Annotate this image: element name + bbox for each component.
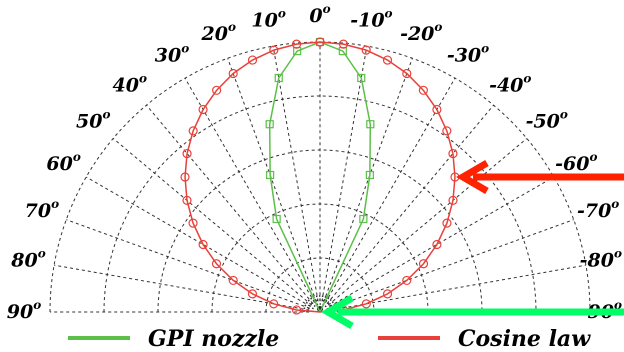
- grid-spoke: [66, 219, 311, 309]
- series-point: [442, 218, 452, 228]
- series-point: [432, 104, 442, 115]
- grid-spoke: [324, 77, 456, 303]
- angle-tick-label: -80o: [580, 247, 622, 272]
- series-point: [182, 148, 192, 159]
- center-ring: [307, 299, 333, 313]
- series-point: [402, 275, 412, 286]
- series-point: [182, 195, 192, 206]
- angle-tick-label: -10o: [350, 6, 392, 31]
- angle-tick-label: 90o: [7, 298, 41, 323]
- series-point: [291, 39, 302, 49]
- angle-tick-label: 20o: [201, 20, 236, 45]
- series-point: [188, 218, 198, 228]
- grid-spoke: [54, 264, 310, 311]
- series-point: [228, 68, 238, 79]
- grid-spoke: [329, 176, 555, 308]
- series-point: [359, 214, 368, 224]
- center-ring: [303, 295, 337, 313]
- grid-spoke: [112, 138, 313, 306]
- angle-tick-label: 50o: [76, 108, 110, 133]
- annotation-arrow-head: [321, 294, 354, 330]
- series-point: [274, 73, 283, 83]
- series-point: [266, 170, 275, 180]
- grid-spoke: [184, 77, 316, 303]
- grid-ring: [103, 95, 537, 313]
- series-point: [272, 214, 281, 224]
- grid-spoke: [321, 46, 368, 302]
- series-point: [361, 299, 371, 309]
- series-point: [442, 126, 452, 136]
- series-point: [418, 85, 428, 95]
- series-point: [365, 170, 374, 180]
- series-point: [418, 259, 429, 269]
- series-point: [211, 259, 222, 269]
- annotation-arrows: [321, 159, 624, 330]
- grid-spoke: [326, 104, 494, 305]
- series-point: [198, 239, 208, 250]
- grid-spoke: [272, 46, 319, 302]
- angle-tick-label: -60o: [555, 150, 597, 175]
- series-point: [366, 120, 375, 129]
- angle-tick-label: 40o: [113, 71, 147, 96]
- series-point: [338, 39, 349, 49]
- series-point: [247, 55, 258, 65]
- series-point: [265, 120, 274, 129]
- series-point: [382, 289, 393, 299]
- series-point: [247, 289, 258, 299]
- series-point: [448, 148, 458, 159]
- annotation-arrow-head: [456, 159, 489, 195]
- series-point: [198, 104, 208, 115]
- angle-tick-label: 80o: [10, 247, 45, 272]
- grid-spoke: [330, 264, 586, 311]
- angle-tick-label: 10o: [251, 6, 285, 31]
- angle-tick-label: 60o: [46, 150, 80, 175]
- series-point: [432, 239, 442, 250]
- series-point: [315, 37, 325, 47]
- series-line: [184, 41, 456, 313]
- angle-tick-label: 70o: [25, 197, 59, 222]
- angle-tick-label: -30o: [447, 42, 489, 67]
- series-point: [188, 126, 198, 136]
- series-point: [361, 45, 371, 55]
- grid-spoke: [227, 58, 317, 303]
- angle-tick-label: 30o: [155, 42, 189, 67]
- series-point: [269, 45, 279, 55]
- series-point: [357, 73, 366, 83]
- series-point: [212, 85, 222, 95]
- grid-spoke: [85, 176, 311, 308]
- series-point: [180, 172, 190, 182]
- legend-label-gpi-nozzle: GPI nozzle: [148, 326, 279, 352]
- legend-label-cosine-law: Cosine law: [458, 326, 591, 352]
- series-point: [269, 299, 279, 309]
- angle-tick-label: 0o: [309, 2, 330, 27]
- series-point: [402, 68, 412, 79]
- angle-tick-label: -70o: [577, 197, 619, 222]
- angle-tick-label: -40o: [489, 71, 531, 96]
- series-curves: [180, 37, 460, 315]
- legend: GPI nozzle Cosine law: [68, 326, 591, 352]
- series-point: [228, 275, 238, 286]
- grid-spoke: [329, 219, 574, 309]
- grid-spoke: [146, 104, 314, 305]
- grid-ring: [49, 41, 591, 313]
- series-point: [448, 195, 458, 206]
- grid-spoke: [327, 138, 528, 306]
- series-point: [291, 305, 302, 315]
- angle-tick-label: -50o: [526, 108, 568, 133]
- series-point: [382, 55, 393, 65]
- grid-spoke: [323, 58, 413, 303]
- angle-tick-label: -20o: [400, 20, 442, 45]
